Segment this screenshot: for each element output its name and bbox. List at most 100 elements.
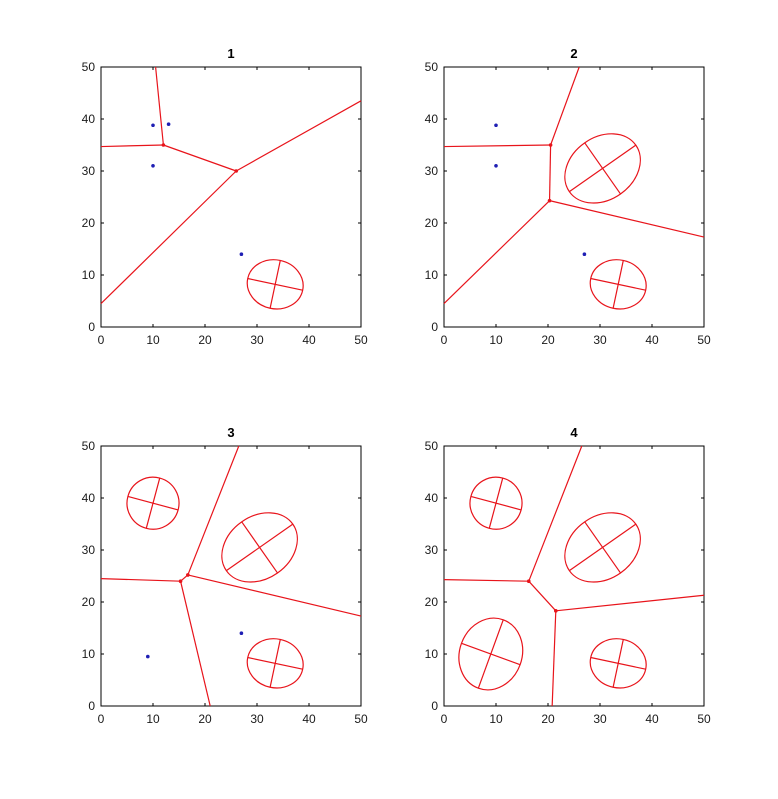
y-tick-label: 20 (82, 595, 96, 609)
ellipse (126, 476, 180, 530)
data-point (494, 123, 498, 128)
ellipse-minor-axis (584, 142, 621, 195)
x-tick-label: 10 (146, 333, 160, 347)
subplot-title: 2 (570, 46, 577, 61)
region-boundary (179, 581, 211, 707)
region-boundary (187, 574, 362, 617)
y-tick-label: 50 (425, 60, 439, 74)
x-tick-label: 20 (198, 712, 212, 726)
x-tick-label: 10 (489, 333, 503, 347)
x-tick-label: 40 (645, 333, 659, 347)
region-boundary (551, 610, 557, 707)
x-tick-label: 30 (593, 333, 607, 347)
y-tick-label: 50 (82, 439, 96, 453)
ellipse-minor-axis (612, 639, 624, 688)
data-point (151, 164, 155, 168)
ellipse-group (126, 476, 180, 530)
y-tick-label: 40 (82, 112, 96, 126)
x-tick-label: 50 (354, 712, 368, 726)
y-tick-label: 0 (431, 699, 438, 713)
ellipse-group (564, 133, 641, 204)
ellipse-minor-axis (612, 260, 624, 309)
y-tick-label: 10 (82, 268, 96, 282)
x-tick-label: 0 (441, 712, 448, 726)
y-tick-label: 10 (425, 268, 439, 282)
x-tick-label: 40 (302, 712, 316, 726)
x-tick-label: 50 (697, 333, 711, 347)
region-boundary (528, 445, 583, 582)
x-tick-label: 50 (697, 712, 711, 726)
boundary-vertex (186, 573, 190, 577)
data-point (166, 122, 171, 126)
y-tick-label: 10 (82, 647, 96, 661)
y-tick-label: 30 (82, 164, 96, 178)
region-boundary (549, 200, 705, 238)
ellipse-group (469, 476, 523, 530)
boundary-vertex (548, 143, 553, 147)
region-boundary (155, 66, 164, 146)
x-tick-label: 30 (250, 712, 264, 726)
x-tick-label: 0 (98, 333, 105, 347)
x-tick-label: 20 (198, 333, 212, 347)
boundary-vertex (234, 169, 238, 173)
y-tick-label: 20 (425, 595, 439, 609)
y-tick-label: 50 (82, 60, 96, 74)
region-boundary (100, 578, 181, 582)
y-tick-label: 20 (425, 216, 439, 230)
ellipse-group (589, 638, 647, 689)
y-tick-label: 30 (425, 164, 439, 178)
boundary-vertex (178, 579, 183, 583)
data-point (146, 654, 150, 659)
ellipse-group (246, 638, 304, 689)
ellipse-minor-axis (584, 521, 621, 574)
boundary-vertex (547, 198, 552, 203)
x-tick-label: 10 (489, 712, 503, 726)
boundary-vertex (554, 609, 558, 613)
region-boundary (187, 445, 240, 576)
subplot-title: 1 (227, 46, 234, 61)
ellipse-minor-axis (269, 639, 281, 688)
ellipse-minor-axis (269, 260, 281, 309)
region-boundary (100, 170, 237, 305)
ellipse (458, 617, 524, 691)
region-boundary (235, 100, 362, 172)
region-boundary (555, 594, 705, 612)
data-point (582, 252, 587, 256)
region-boundary (550, 66, 580, 146)
x-tick-label: 50 (354, 333, 368, 347)
x-tick-label: 40 (645, 712, 659, 726)
region-boundary (528, 580, 557, 612)
x-tick-label: 30 (250, 333, 264, 347)
y-tick-label: 40 (82, 491, 96, 505)
ellipse-group (589, 259, 647, 310)
ellipse-group (221, 512, 298, 583)
x-tick-label: 20 (541, 333, 555, 347)
region-boundary (163, 144, 237, 172)
x-tick-label: 20 (541, 712, 555, 726)
x-tick-label: 40 (302, 333, 316, 347)
y-tick-label: 0 (431, 320, 438, 334)
subplot-title: 4 (570, 425, 578, 440)
y-tick-label: 0 (88, 320, 95, 334)
x-tick-label: 0 (98, 712, 105, 726)
y-tick-label: 30 (82, 543, 96, 557)
subplot-title: 3 (227, 425, 234, 440)
plot-area (100, 66, 362, 328)
ellipse-minor-axis (241, 521, 278, 574)
boundary-vertex (161, 143, 166, 147)
y-tick-label: 30 (425, 543, 439, 557)
ellipse (469, 476, 523, 530)
data-point (494, 164, 498, 168)
y-tick-label: 10 (425, 647, 439, 661)
ellipse-minor-axis (488, 477, 504, 529)
ellipse-minor-axis (461, 642, 521, 666)
y-tick-label: 0 (88, 699, 95, 713)
ellipse (221, 512, 298, 583)
ellipse-group (564, 512, 641, 583)
region-boundary (548, 144, 552, 201)
data-point (151, 123, 155, 128)
region-boundary (443, 144, 551, 148)
